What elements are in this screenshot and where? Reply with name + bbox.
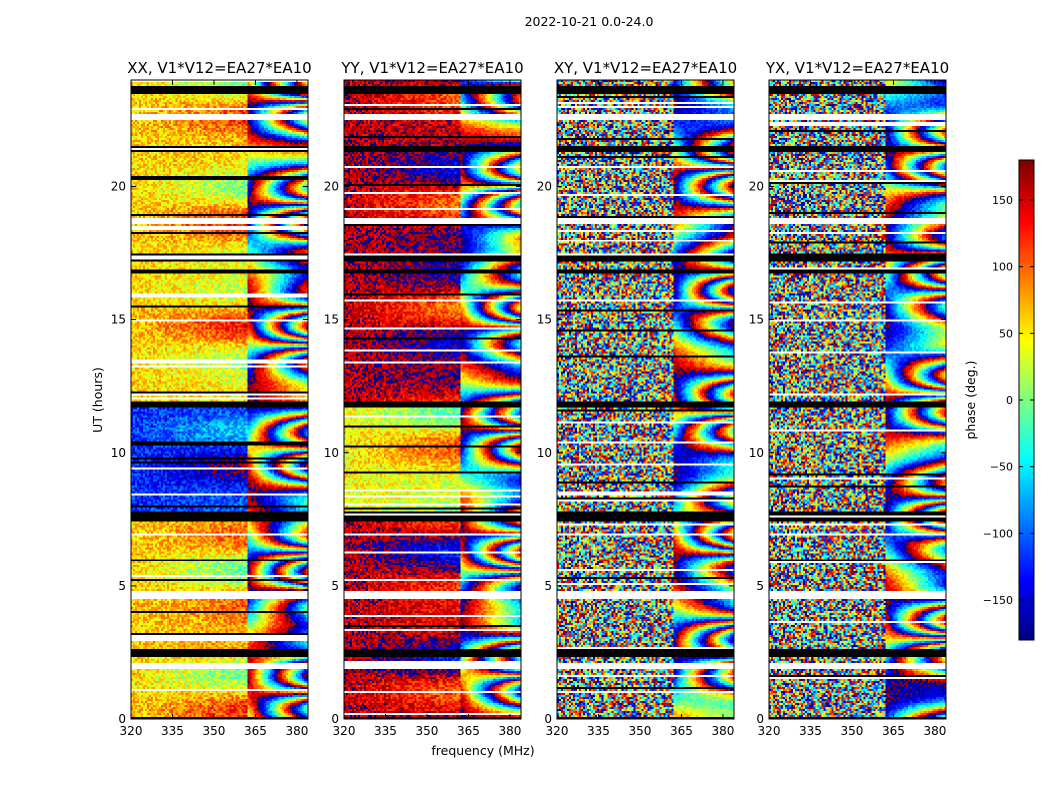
y-tick-label: 10 [111,446,126,460]
y-tick-label: 0 [544,712,552,726]
colorbar-tick-label: −150 [983,594,1013,607]
x-tick-label: 320 [120,724,143,738]
y-axis-label: UT (hours) [90,367,105,433]
phase-raster-yx [769,80,946,719]
x-tick-label: 365 [882,724,905,738]
y-tick-label: 5 [544,579,552,593]
y-tick-label: 15 [537,313,552,327]
y-tick-label: 20 [749,180,764,194]
y-tick-label: 10 [537,446,552,460]
panel-xy: XY, V1*V12=EA27*EA10 320 335 350 365 380 0 5 10 1… [537,59,737,738]
colorbar-tick-label: −50 [990,461,1013,474]
panel-frame [343,79,522,720]
panel-frame [556,79,735,720]
y-tick-label: 20 [537,180,552,194]
panels-group: XX, V1*V12=EA27*EA10 320 335 350 365 380 0 5 10 1… [111,59,949,738]
x-tick-label: 380 [498,724,521,738]
panel-title: YY, V1*V12=EA27*EA10 [340,59,523,77]
y-tick-label: 15 [324,313,339,327]
panel-frame [130,79,309,720]
x-tick-label: 380 [285,724,308,738]
panel-yx: YX, V1*V12=EA27*EA10 320 335 350 365 380 0 5 10 1… [749,59,949,738]
x-tick-label: 350 [416,724,439,738]
colorbar-tick-label: 150 [992,194,1013,207]
x-tick-label: 350 [841,724,864,738]
panel-frame [768,79,947,720]
y-tick-label: 20 [324,180,339,194]
phase-raster-xy [557,80,734,719]
y-tick-label: 10 [749,446,764,460]
colorbar-tick-label: 100 [992,261,1013,274]
panel-title: XY, V1*V12=EA27*EA10 [554,59,737,77]
x-tick-label: 350 [203,724,226,738]
x-tick-label: 335 [161,724,184,738]
x-tick-label: 320 [333,724,356,738]
x-tick-label: 365 [670,724,693,738]
panel-xx: XX, V1*V12=EA27*EA10 320 335 350 365 380 0 5 10 1… [111,59,312,738]
x-tick-label: 365 [457,724,480,738]
colorbar-gradient [1019,160,1034,640]
y-tick-label: 15 [749,313,764,327]
x-tick-label: 335 [587,724,610,738]
x-tick-label: 335 [799,724,822,738]
x-axis-label: frequency (MHz) [431,743,534,758]
y-tick-label: 0 [331,712,339,726]
x-tick-label: 320 [546,724,569,738]
panel-title: XX, V1*V12=EA27*EA10 [127,59,311,77]
x-tick-label: 380 [711,724,734,738]
x-tick-label: 365 [244,724,267,738]
y-tick-label: 10 [324,446,339,460]
phase-raster-xx [131,80,308,719]
colorbar-tick-label: 0 [1006,394,1013,407]
x-tick-label: 380 [923,724,946,738]
panel-yy: YY, V1*V12=EA27*EA10 320 335 350 365 380 0 5 10 1… [324,59,524,738]
panel-title: YX, V1*V12=EA27*EA10 [765,59,949,77]
x-tick-label: 350 [629,724,652,738]
y-tick-label: 15 [111,313,126,327]
colorbar-label: phase (deg.) [963,361,978,440]
y-tick-label: 0 [756,712,764,726]
x-tick-label: 320 [758,724,781,738]
y-tick-label: 5 [118,579,126,593]
colorbar: 150 100 50 0 −50 −100 −150 [983,159,1035,641]
colorbar-tick-label: −100 [983,527,1013,540]
y-tick-label: 0 [118,712,126,726]
y-tick-label: 5 [756,579,764,593]
y-tick-label: 20 [111,180,126,194]
colorbar-tick-label: 50 [999,327,1013,340]
x-tick-label: 335 [374,724,397,738]
figure-suptitle: 2022-10-21 0.0-24.0 [525,14,654,29]
phase-raster-yy [344,80,521,719]
y-tick-label: 5 [331,579,339,593]
